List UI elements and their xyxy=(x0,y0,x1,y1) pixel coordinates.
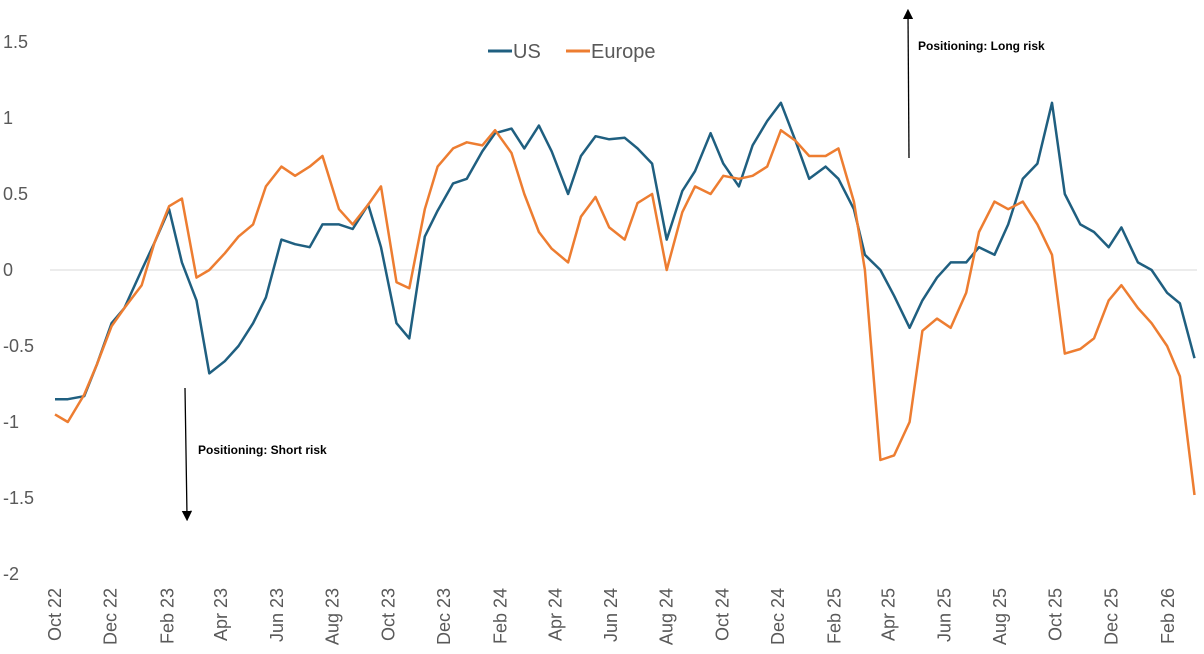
y-tick-label: -1.5 xyxy=(3,488,34,508)
y-tick-label: -0.5 xyxy=(3,336,34,356)
annotation-short-risk: Positioning: Short risk xyxy=(181,387,327,522)
annotation-long-risk-text: Positioning: Long risk xyxy=(918,39,1045,53)
x-tick-label: Apr 25 xyxy=(879,588,899,641)
x-tick-label: Jun 25 xyxy=(934,588,954,642)
x-tick-label: Oct 24 xyxy=(712,588,732,641)
series-line-europe xyxy=(54,128,1196,496)
x-tick-label: Aug 23 xyxy=(323,588,343,645)
x-tick-label: Dec 24 xyxy=(768,588,788,645)
x-tick-label: Oct 25 xyxy=(1046,588,1066,641)
y-tick-label: 0.5 xyxy=(3,184,28,204)
y-tick-label: -1 xyxy=(3,412,19,432)
legend-label-europe: Europe xyxy=(591,41,656,63)
x-tick-label: Dec 25 xyxy=(1101,588,1121,645)
series-line-us xyxy=(55,101,1196,401)
legend-label-us: US xyxy=(513,41,541,63)
x-tick-label: Feb 23 xyxy=(157,588,177,644)
annotation-short-risk-text: Positioning: Short risk xyxy=(198,443,327,457)
x-tick-label: Feb 24 xyxy=(491,588,511,644)
y-tick-label: 1 xyxy=(3,108,13,128)
y-tick-label: 0 xyxy=(3,260,13,280)
y-tick-label: -2 xyxy=(3,564,19,584)
x-tick-label: Oct 23 xyxy=(378,588,398,641)
y-tick-label: 1.5 xyxy=(3,32,28,52)
x-tick-label: Apr 24 xyxy=(545,588,565,641)
x-tick-label: Feb 25 xyxy=(825,588,845,644)
x-tick-label: Jun 23 xyxy=(267,588,287,642)
arrow-up-icon xyxy=(902,8,914,159)
x-tick-label: Aug 24 xyxy=(657,588,677,645)
x-tick-label: Jun 24 xyxy=(601,588,621,642)
x-tick-label: Apr 23 xyxy=(211,588,231,641)
x-tick-label: Dec 22 xyxy=(101,588,121,645)
x-tick-label: Feb 26 xyxy=(1158,588,1178,644)
arrow-down-icon xyxy=(181,387,193,522)
legend: US Europe xyxy=(488,41,656,63)
x-tick-label: Aug 25 xyxy=(990,588,1010,645)
x-tick-label: Oct 22 xyxy=(45,588,65,641)
x-tick-label: Dec 23 xyxy=(434,588,454,645)
annotation-long-risk: Positioning: Long risk xyxy=(902,8,1045,159)
